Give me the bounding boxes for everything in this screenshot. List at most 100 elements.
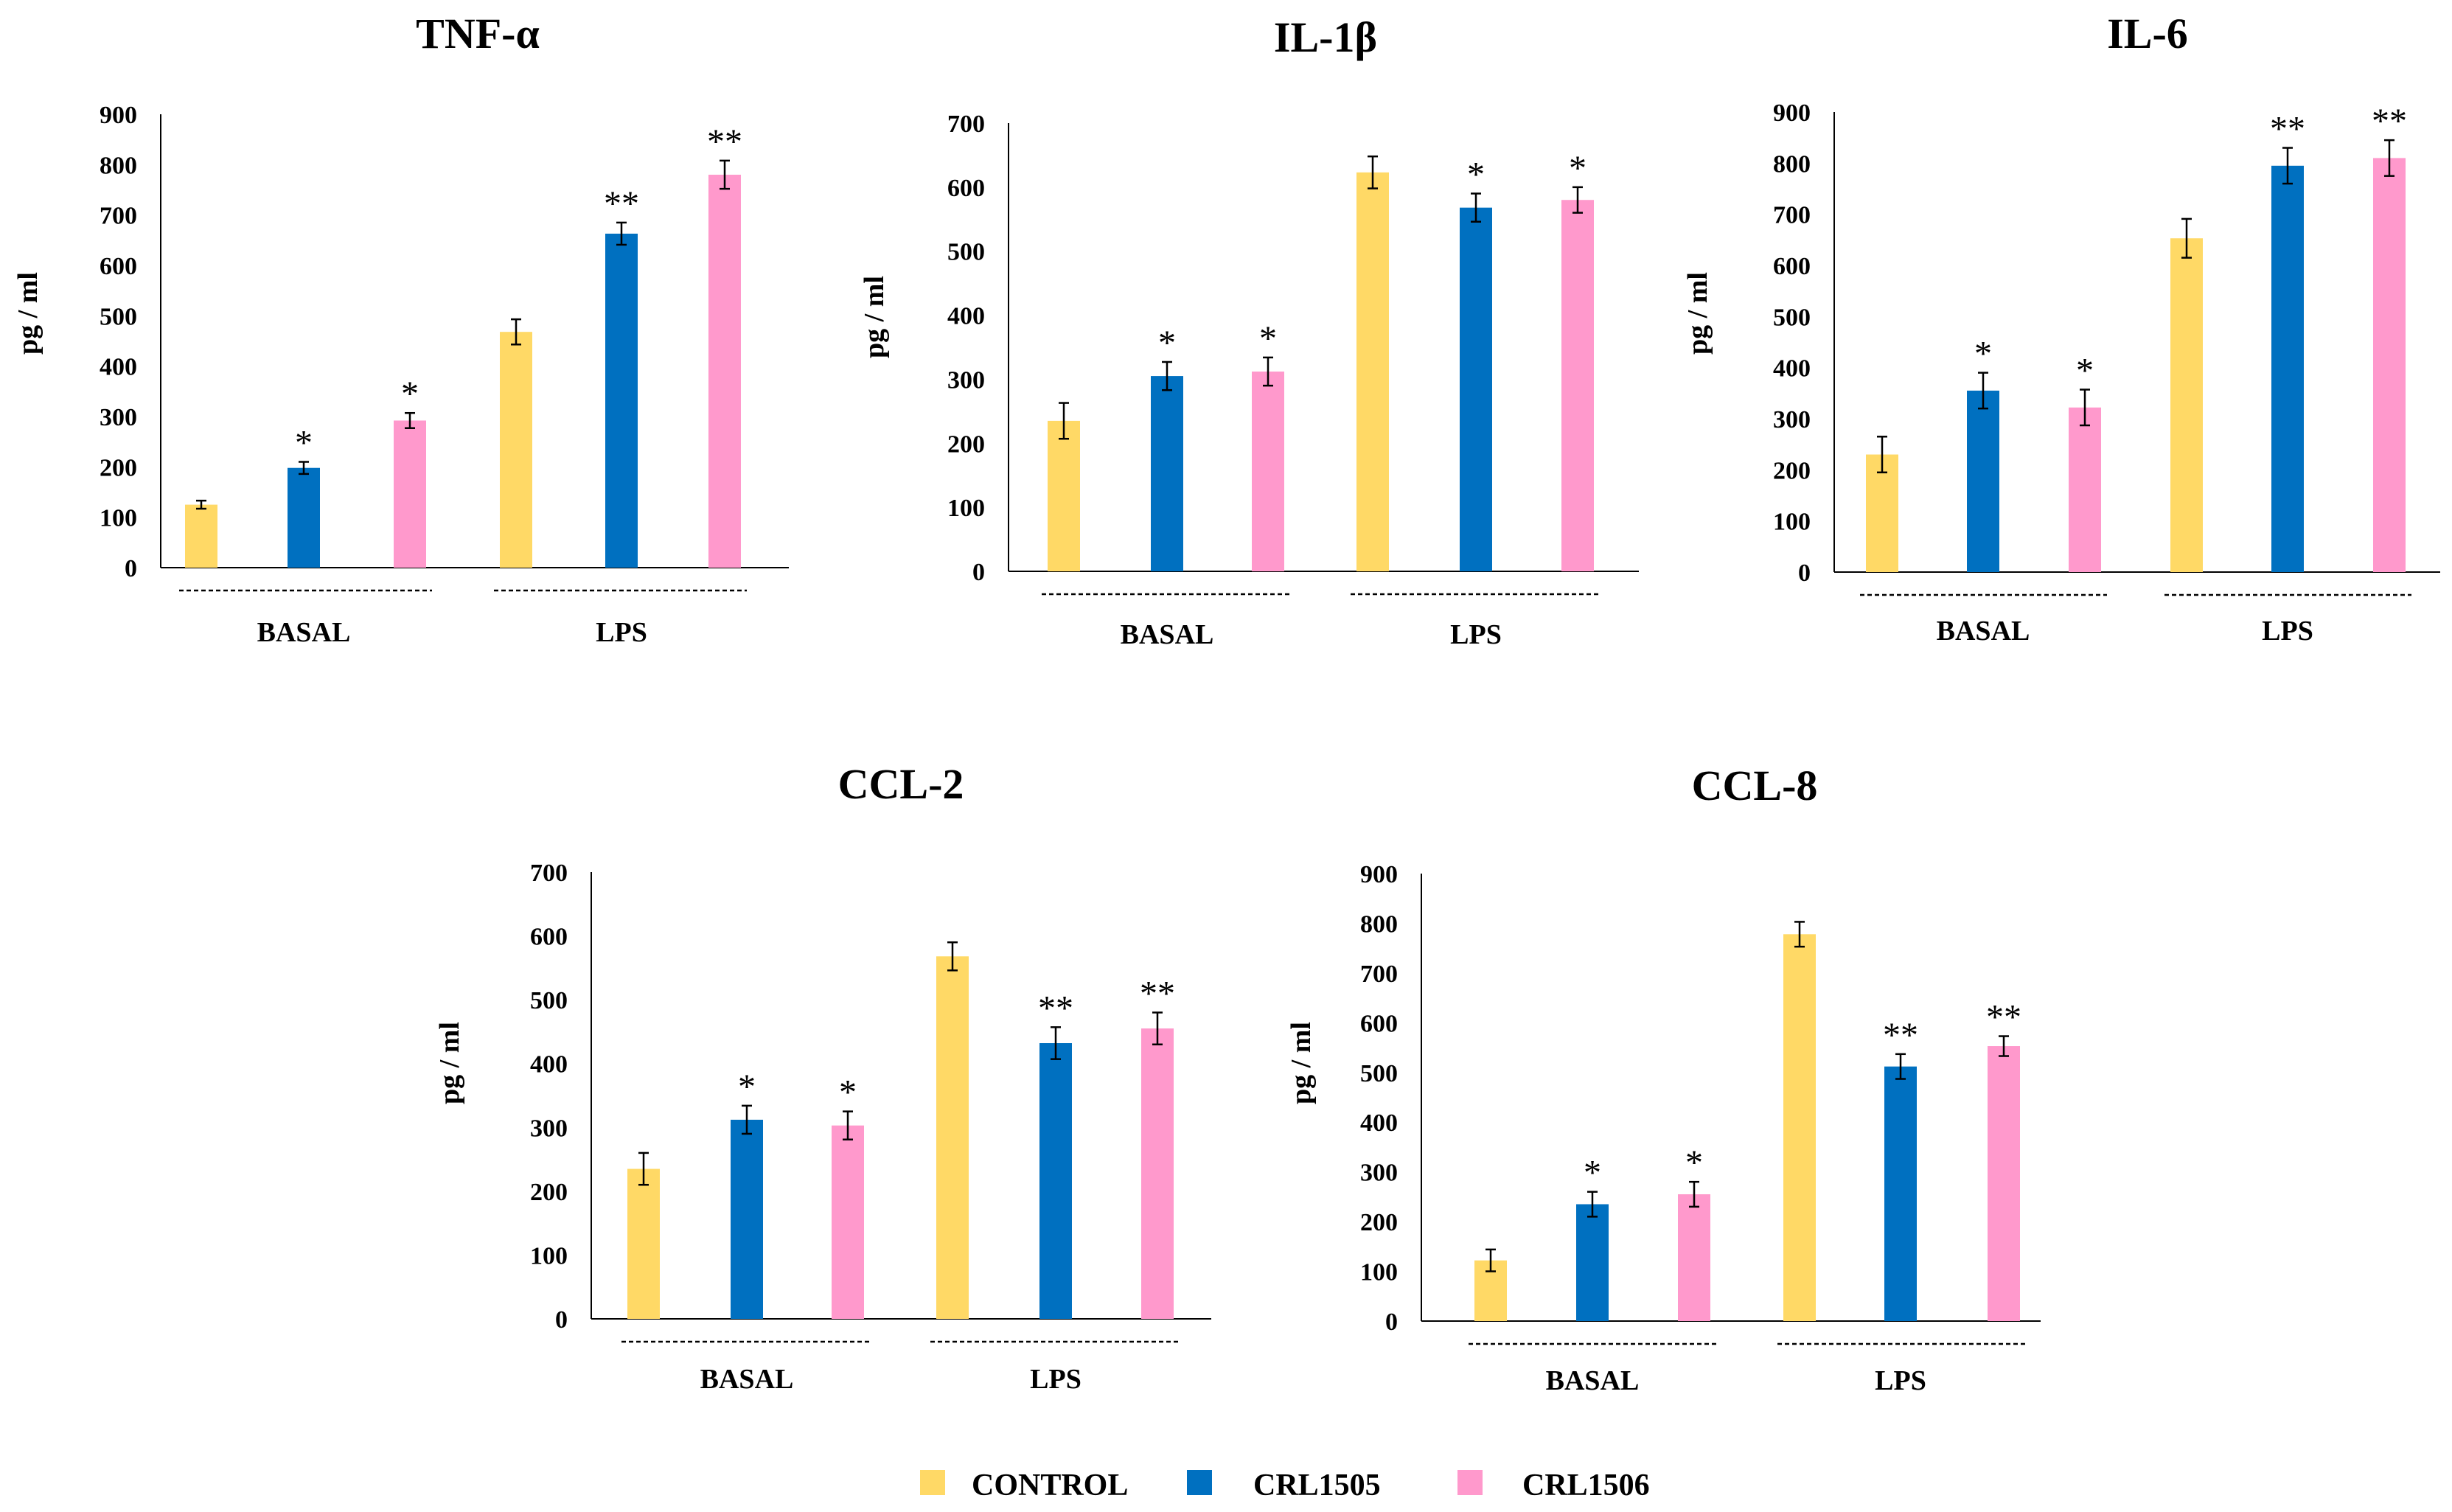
bar (185, 504, 217, 568)
bar (1988, 1046, 2020, 1321)
bar (1356, 172, 1389, 571)
error-bar (2181, 217, 2192, 259)
x-group-label: BASAL (1937, 616, 2030, 647)
y-tick-label: 900 (100, 102, 137, 129)
error-bar (511, 318, 521, 346)
y-axis-label: pg / ml (13, 272, 43, 355)
y-tick-label: 600 (1360, 1010, 1398, 1037)
y-tick-label: 900 (1360, 861, 1398, 888)
y-tick-label: 500 (1360, 1060, 1398, 1087)
error-bar (616, 221, 627, 246)
error-bar (1486, 1248, 1496, 1272)
y-tick-label: 800 (100, 152, 137, 179)
error-bar (1587, 1191, 1598, 1218)
error-bar (1162, 360, 1172, 391)
error-bar (1999, 1035, 2009, 1057)
significance-mark: * (295, 424, 313, 463)
significance-mark: * (1974, 335, 1992, 374)
y-tick-label: 200 (1773, 457, 1811, 484)
error-bar (1895, 1053, 1906, 1080)
y-tick-label: 300 (947, 366, 985, 394)
significance-mark: * (1584, 1154, 1601, 1193)
bar (288, 467, 320, 568)
y-tick-label: 100 (1773, 509, 1811, 536)
y-tick-label: 700 (1360, 961, 1398, 988)
bar (1576, 1204, 1609, 1321)
error-bar (843, 1110, 853, 1140)
error-bar (720, 159, 730, 190)
y-axis-label: pg / ml (859, 276, 890, 358)
chart-panel: TNF-α pg / ml 0 100 200 300 400 500 600 700 800 900… (13, 10, 789, 648)
x-group-label: LPS (1030, 1364, 1082, 1395)
y-tick-label: 400 (1360, 1109, 1398, 1137)
y-tick-label: 600 (100, 253, 137, 280)
significance-mark: ** (2270, 110, 2305, 149)
chart-panel: CCL-8 pg / ml 0 100 200 300 400 500 600 700 800 900… (1286, 762, 2041, 1396)
bar (832, 1125, 864, 1319)
y-tick-label: 600 (947, 175, 985, 202)
bar (1783, 934, 1816, 1321)
y-tick-label: 0 (125, 555, 137, 582)
error-bar (1051, 1026, 1061, 1060)
bar (1151, 376, 1183, 571)
y-tick-label: 100 (100, 505, 137, 532)
error-bar (638, 1152, 649, 1186)
significance-mark: ** (1140, 974, 1175, 1013)
y-tick-label: 0 (555, 1306, 568, 1334)
charts-layer: TNF-α pg / ml 0 100 200 300 400 500 600 700 800 900… (13, 10, 2440, 1396)
error-bar (2282, 147, 2293, 185)
legend-label: CRL1505 (1253, 1469, 1381, 1502)
y-tick-label: 700 (100, 203, 137, 230)
x-group-label: LPS (1450, 619, 1502, 650)
bar (1884, 1066, 1917, 1321)
significance-mark: ** (1038, 989, 1073, 1028)
error-bar (1368, 155, 1378, 189)
y-tick-label: 500 (100, 303, 137, 330)
chart-title: TNF-α (416, 10, 540, 58)
x-group-label: BASAL (257, 617, 351, 648)
significance-mark: * (1158, 324, 1176, 363)
y-tick-label: 300 (1773, 406, 1811, 433)
x-group-label: LPS (1875, 1365, 1926, 1396)
y-tick-label: 200 (530, 1179, 568, 1206)
legend-item: CRL1506 (1457, 1469, 1650, 1502)
chart-panel: IL-1β pg / ml 0 100 200 300 400 500 600 700 * * BASA… (859, 13, 1639, 650)
bar (708, 175, 741, 568)
bar (2373, 158, 2406, 572)
y-tick-label: 700 (530, 860, 568, 887)
error-bar (1572, 186, 1583, 214)
bar (500, 332, 532, 568)
bar (1141, 1028, 1174, 1319)
bar (1039, 1043, 1072, 1319)
error-bar (1152, 1011, 1163, 1045)
significance-mark: * (2076, 351, 2094, 390)
y-tick-label: 300 (530, 1115, 568, 1142)
significance-mark: * (401, 374, 419, 414)
error-bar (1471, 192, 1481, 223)
error-bar (405, 411, 415, 429)
y-tick-label: 600 (530, 924, 568, 951)
legend-label: CONTROL (972, 1469, 1128, 1502)
error-bar (1794, 921, 1805, 948)
significance-mark: * (1685, 1143, 1703, 1182)
bar (1561, 200, 1594, 571)
legend-item: CONTROL (920, 1469, 1128, 1502)
bar (1252, 372, 1284, 571)
y-tick-label: 200 (100, 454, 137, 481)
y-tick-label: 600 (1773, 253, 1811, 280)
y-tick-label: 900 (1773, 100, 1811, 127)
chart-title: IL-6 (2107, 10, 2188, 58)
y-tick-label: 700 (947, 111, 985, 138)
bar (394, 420, 426, 568)
y-tick-label: 400 (1773, 355, 1811, 383)
error-bar (1877, 436, 1887, 474)
y-tick-label: 800 (1360, 910, 1398, 938)
bar (2271, 165, 2304, 573)
y-tick-label: 100 (530, 1242, 568, 1269)
y-tick-label: 500 (1773, 304, 1811, 331)
bar (1967, 390, 1999, 572)
y-tick-label: 100 (1360, 1259, 1398, 1286)
y-tick-label: 400 (947, 303, 985, 330)
